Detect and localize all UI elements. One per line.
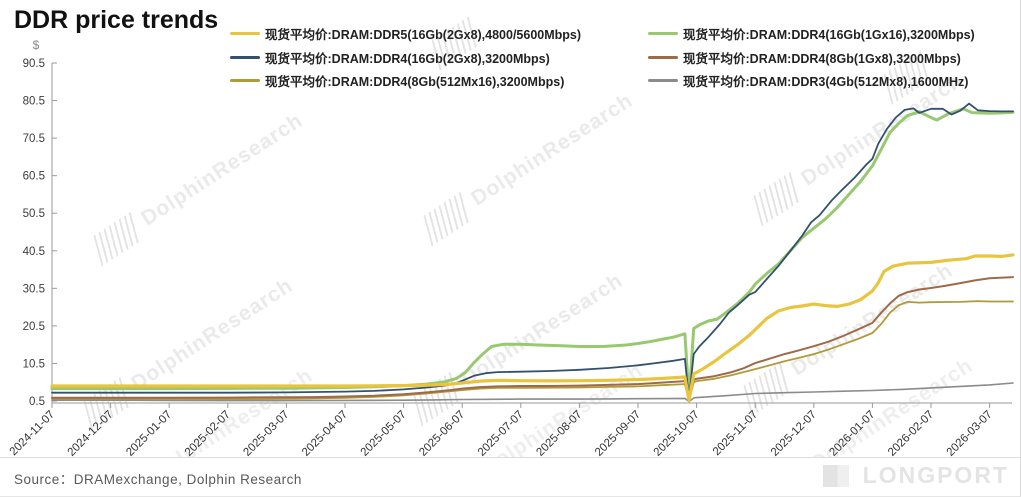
y-tick-label: 40.5 (23, 246, 45, 258)
legend-label: 现货平均价:DRAM:DDR4(16Gb(2Gx8),3200Mbps) (265, 51, 550, 66)
legend-swatch-icon (230, 79, 260, 82)
x-tick-label: 2025-11-07 (711, 409, 760, 457)
series-line (51, 382, 1014, 403)
y-tick-label: 30.5 (23, 283, 45, 295)
legend-label: 现货平均价:DRAM:DDR4(16Gb(1Gx16),3200Mbps) (683, 28, 975, 42)
legend-swatch-icon (648, 79, 678, 82)
legend-swatch-icon (230, 32, 260, 35)
x-tick-label: 2024-11-07 (8, 409, 57, 457)
x-tick-label: 2024-12-07 (66, 409, 116, 457)
series-line (50, 253, 1015, 403)
legend-swatch-icon (648, 55, 678, 59)
x-tick-label: 2026-03-07 (945, 409, 995, 457)
x-tick-label: 2025-12-07 (769, 409, 819, 457)
x-tick-label: 2026-02-07 (886, 409, 936, 457)
x-tick-label: 2025-01-07 (124, 409, 174, 457)
price-trend-line-chart: 0.5 10.5 20.5 30.5 40.5 50.5 60.5 70.5 80.5 90.5 2… (8, 58, 1015, 457)
x-tick-label: 2025-07-07 (476, 409, 526, 457)
y-tick-label: 20.5 (23, 321, 45, 333)
x-tick-label: 2025-03-07 (241, 409, 291, 457)
x-tick-label: 2026-01-07 (827, 409, 877, 457)
legend-label: 现货平均价:DRAM:DDR5(16Gb(2Gx8),4800/5600Mbps… (265, 28, 582, 42)
x-tick-label: 2025-08-07 (534, 409, 584, 457)
y-axis-unit-label: $ (32, 38, 40, 52)
y-tick-label: 60.5 (23, 171, 45, 183)
x-tick-label: 2025-05-07 (359, 409, 409, 457)
y-tick-label: 0.5 (29, 396, 45, 408)
series-line (51, 102, 1014, 401)
page-title: DDR price trends (14, 6, 219, 34)
y-tick-label: 50.5 (23, 208, 45, 220)
series-line (51, 276, 1014, 401)
legend-label: 现货平均价:DRAM:DDR3(4Gb(512Mx8),1600MHz) (683, 75, 969, 89)
legend-label: 现货平均价:DRAM:DDR4(8Gb(512Mx16),3200Mbps) (265, 75, 565, 89)
x-tick-label: 2025-02-07 (183, 409, 233, 457)
y-tick-label: 80.5 (23, 96, 45, 108)
legend-item: 现货平均价:DRAM:DDR4(8Gb(1Gx8),3200Mbps) (648, 48, 961, 67)
longport-logo-icon (822, 464, 849, 487)
brand-watermark: LONGPORT (822, 462, 1009, 489)
legend-item: 现货平均价:DRAM:DDR4(16Gb(2Gx8),3200Mbps) (230, 48, 550, 67)
legend-item: 现货平均价:DRAM:DDR5(16Gb(2Gx8),4800/5600Mbps… (230, 24, 581, 43)
y-tick-label: 10.5 (23, 358, 45, 370)
brand-name: LONGPORT (862, 462, 1009, 488)
legend-swatch-icon (648, 32, 678, 35)
x-tick-label: 2025-09-07 (593, 409, 643, 457)
y-tick-label: 70.5 (23, 133, 45, 145)
legend-item: 现货平均价:DRAM:DDR4(16Gb(1Gx16),3200Mbps) (648, 24, 975, 43)
source-note: Source：DRAMexchange, Dolphin Research (14, 472, 302, 487)
footer: Source：DRAMexchange, Dolphin Research LO… (0, 457, 1020, 496)
legend-swatch-icon (230, 55, 260, 59)
x-tick-label: 2025-04-07 (300, 409, 350, 457)
x-tick-label: 2025-10-07 (652, 409, 702, 457)
y-tick-label: 90.5 (23, 58, 45, 70)
x-tick-label: 2025-06-07 (417, 409, 467, 457)
series-line (50, 107, 1015, 401)
legend-item: 现货平均价:DRAM:DDR3(4Gb(512Mx8),1600MHz) (648, 71, 968, 90)
legend-label: 现货平均价:DRAM:DDR4(8Gb(1Gx8),3200Mbps) (683, 51, 961, 66)
legend-item: 现货平均价:DRAM:DDR4(8Gb(512Mx16),3200Mbps) (230, 71, 564, 90)
